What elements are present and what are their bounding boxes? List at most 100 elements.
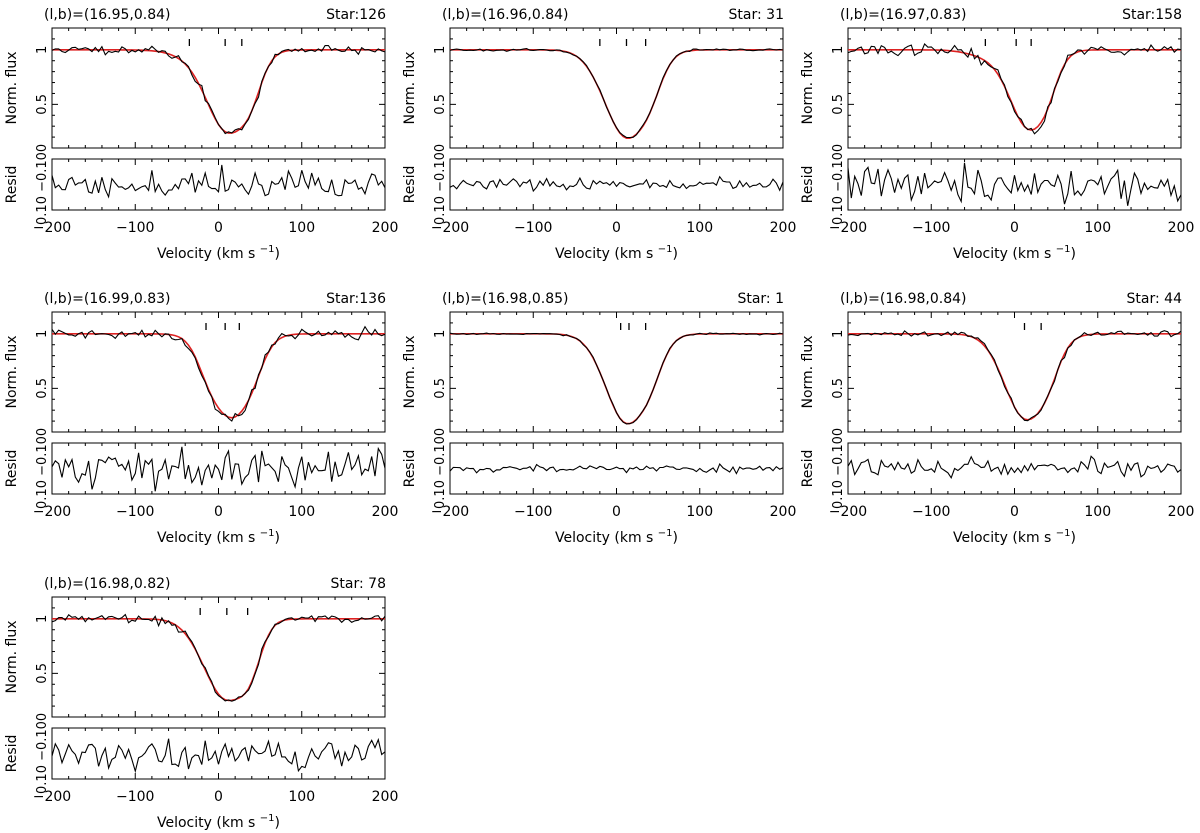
observed-spectrum-line (847, 43, 1182, 135)
resid-ylabel: Resid (800, 450, 816, 488)
x-tick-label: −100 (116, 789, 154, 805)
resid-tick-label: 0.10 −0.10 (433, 152, 448, 225)
flux-tick-label: 1 (35, 330, 50, 338)
x-tick-label: −200 (431, 504, 469, 520)
x-tick-label: 0 (1010, 504, 1019, 520)
resid-frame (449, 158, 784, 211)
star-label: Star:158 (1122, 7, 1182, 23)
resid-ylabel: Resid (4, 735, 20, 773)
resid-ylabel: Resid (4, 450, 20, 488)
resid-frame (449, 442, 784, 495)
star-label: Star: 78 (331, 576, 386, 592)
flux-tick-label: 0 (831, 428, 846, 436)
flux-tick-label: 0 (831, 144, 846, 152)
spectrum-panel: (l,b)=(16.98,0.85) Star: 1 −200 −100 0 100 200… (402, 291, 796, 546)
flux-tick-label: 1 (831, 330, 846, 338)
x-tick-label: 0 (612, 220, 621, 236)
residual-line (449, 175, 784, 193)
resid-tick-label: 0.10 −0.10 (831, 436, 846, 509)
x-tick-label: 200 (372, 504, 399, 520)
model-fit-line (52, 49, 385, 134)
observed-spectrum-line (51, 44, 386, 135)
x-tick-label: 200 (1168, 504, 1195, 520)
x-axis-label: Velocity (km s −1) (953, 244, 1076, 262)
star-label: Star:126 (326, 7, 386, 23)
flux-tick-label: 1 (433, 46, 448, 54)
resid-frame (51, 727, 386, 780)
x-tick-label: 0 (214, 789, 223, 805)
star-label: Star: 31 (729, 7, 784, 23)
resid-tick-label: 0.10 −0.10 (35, 721, 50, 794)
x-axis-label: Velocity (km s −1) (555, 528, 678, 546)
x-tick-label: 100 (288, 789, 315, 805)
spectrum-panel: (l,b)=(16.97,0.83) Star:158 −200 −100 0 100 20… (800, 7, 1194, 262)
x-tick-label: 100 (288, 220, 315, 236)
panel-title: (l,b)=(16.99,0.83) (44, 291, 171, 307)
residual-line (51, 446, 386, 492)
residual-line (51, 737, 386, 774)
flux-tick-label: 0.5 (35, 94, 50, 115)
residual-line (847, 455, 1182, 480)
flux-tick-label: 0.5 (35, 378, 50, 399)
flux-tick-label: 0.5 (35, 663, 50, 684)
flux-tick-label: 0.5 (831, 94, 846, 115)
spectrum-panel: (l,b)=(16.95,0.84) Star:126 −200 −100 0 100 20… (4, 7, 398, 262)
flux-frame (51, 311, 386, 433)
flux-tick-label: 0 (35, 428, 50, 436)
x-tick-label: −200 (431, 220, 469, 236)
flux-ylabel: Norm. flux (800, 51, 816, 124)
star-label: Star: 1 (737, 291, 784, 307)
star-label: Star:136 (326, 291, 386, 307)
x-tick-label: −200 (33, 220, 71, 236)
spectrum-panel: (l,b)=(16.98,0.82) Star: 78 −200 −100 0 100 20… (4, 576, 398, 831)
resid-tick-label: 0.10 −0.10 (35, 436, 50, 509)
resid-frame (847, 158, 1182, 211)
panel-title: (l,b)=(16.98,0.85) (442, 291, 569, 307)
x-tick-label: −200 (33, 789, 71, 805)
flux-ylabel: Norm. flux (4, 335, 20, 408)
resid-tick-label: 0.10 −0.10 (831, 152, 846, 225)
x-tick-label: 100 (686, 220, 713, 236)
flux-tick-label: 1 (35, 615, 50, 623)
resid-tick-label: 0.10 −0.10 (35, 152, 50, 225)
observed-spectrum-line (847, 330, 1182, 422)
x-tick-label: 0 (612, 504, 621, 520)
resid-frame (51, 158, 386, 211)
spectrum-panel: (l,b)=(16.98,0.84) Star: 44 −200 −100 0 100 20… (800, 291, 1194, 546)
residual-line (51, 164, 386, 199)
x-tick-label: 100 (288, 504, 315, 520)
flux-frame (847, 27, 1182, 149)
observed-spectrum-line (449, 332, 784, 425)
flux-tick-label: 1 (35, 46, 50, 54)
resid-tick-label: 0.10 −0.10 (433, 436, 448, 509)
resid-ylabel: Resid (402, 450, 418, 488)
panel-title: (l,b)=(16.97,0.83) (840, 7, 967, 23)
x-tick-label: −100 (116, 504, 154, 520)
resid-ylabel: Resid (4, 166, 20, 204)
flux-ylabel: Norm. flux (4, 51, 20, 124)
x-tick-label: 200 (1168, 220, 1195, 236)
x-tick-label: 200 (372, 220, 399, 236)
panel-title: (l,b)=(16.98,0.82) (44, 576, 171, 592)
x-tick-label: 200 (770, 504, 797, 520)
x-axis-label: Velocity (km s −1) (555, 244, 678, 262)
flux-tick-label: 0 (35, 713, 50, 721)
x-tick-label: −200 (829, 504, 867, 520)
spectrum-panel: (l,b)=(16.96,0.84) Star: 31 −200 −100 0 100 20… (402, 7, 796, 262)
flux-tick-label: 0 (433, 428, 448, 436)
flux-tick-label: 0 (433, 144, 448, 152)
residual-line (847, 162, 1182, 206)
x-axis-label: Velocity (km s −1) (157, 813, 280, 831)
x-axis-label: Velocity (km s −1) (157, 528, 280, 546)
flux-tick-label: 0.5 (831, 378, 846, 399)
x-tick-label: 0 (1010, 220, 1019, 236)
observed-spectrum-line (51, 613, 386, 702)
flux-tick-label: 0.5 (433, 94, 448, 115)
spectrum-panel: (l,b)=(16.99,0.83) Star:136 −200 −100 0 100 20… (4, 291, 398, 546)
flux-tick-label: 0 (35, 144, 50, 152)
resid-ylabel: Resid (800, 166, 816, 204)
resid-ylabel: Resid (402, 166, 418, 204)
flux-tick-label: 0.5 (433, 378, 448, 399)
x-tick-label: 0 (214, 220, 223, 236)
